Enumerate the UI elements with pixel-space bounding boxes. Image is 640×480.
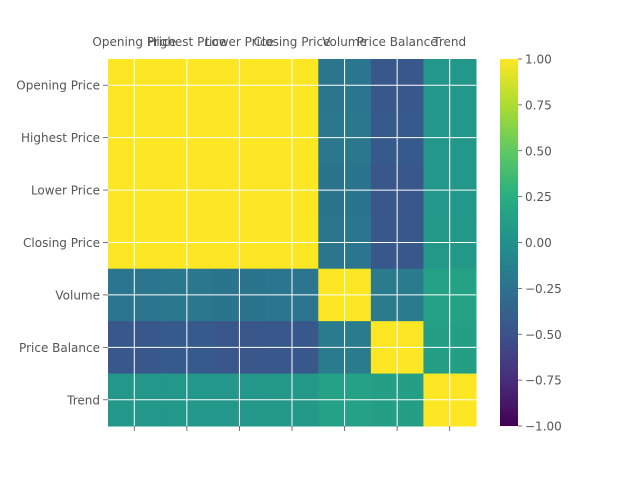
y-tick-label: Highest Price	[21, 131, 100, 145]
y-tick-label: Price Balance	[19, 341, 100, 355]
colorbar-tick-label: −0.75	[525, 374, 562, 388]
colorbar-tick-label: −1.00	[525, 420, 562, 434]
x-tick-label: Opening Price	[92, 35, 176, 49]
x-tick-label: Highest Price	[147, 35, 226, 49]
y-tick-label: Closing Price	[23, 236, 100, 250]
y-tick-label: Trend	[66, 393, 100, 407]
x-tick-label: Closing Price	[254, 35, 331, 49]
colorbar-tick-label: 0.50	[525, 144, 552, 158]
colorbar-tick-label: 0.00	[525, 236, 552, 250]
x-tick-label: Lower Price	[205, 35, 274, 49]
y-tick-label: Opening Price	[16, 79, 100, 93]
colorbar-tick-label: 0.75	[525, 98, 552, 112]
heatmap-grid	[108, 59, 476, 426]
colorbar-tick-label: 0.25	[525, 190, 552, 204]
y-tick-label: Volume	[55, 288, 100, 302]
x-tick-label: Volume	[322, 35, 367, 49]
y-axis-ticks: Opening Price Highest Price Lower Price Clo…	[16, 79, 108, 407]
colorbar-gradient	[500, 59, 518, 426]
y-tick-label: Lower Price	[31, 184, 100, 198]
colorbar-tick-label: 1.00	[525, 53, 552, 67]
x-tick-label: Price Balance	[357, 35, 438, 49]
colorbar: 1.00 0.75 0.50 0.25 0.00 −0.25 −0.50 −0.75 −1.00	[500, 53, 562, 434]
colorbar-tick-label: −0.25	[525, 282, 562, 296]
colorbar-tick-label: −0.50	[525, 328, 562, 342]
x-tick-label: Trend	[432, 35, 466, 49]
